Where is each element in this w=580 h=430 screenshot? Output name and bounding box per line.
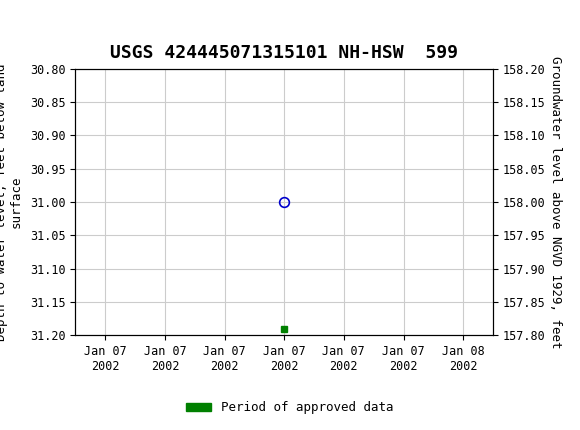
Title: USGS 424445071315101 NH-HSW  599: USGS 424445071315101 NH-HSW 599 xyxy=(110,44,458,61)
Y-axis label: Groundwater level above NGVD 1929, feet: Groundwater level above NGVD 1929, feet xyxy=(549,56,562,348)
Legend: Period of approved data: Period of approved data xyxy=(181,396,399,419)
Text: ▒USGS: ▒USGS xyxy=(9,13,75,39)
Y-axis label: Depth to water level, feet below land
surface: Depth to water level, feet below land su… xyxy=(0,63,23,341)
